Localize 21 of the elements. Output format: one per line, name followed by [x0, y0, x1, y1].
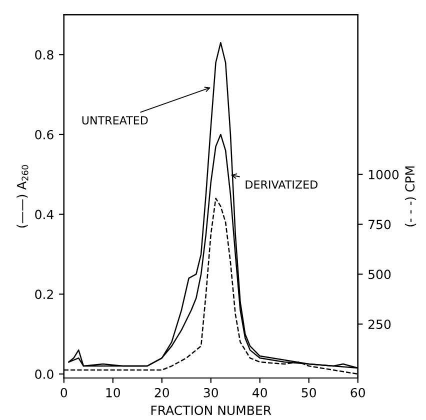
x-tick-label: 10	[106, 388, 120, 398]
annotation: UNTREATED	[82, 116, 148, 125]
y2-tick-label: 500	[368, 270, 391, 280]
y-tick-label: 0.8	[35, 50, 54, 60]
x-tick-label: 60	[350, 388, 365, 398]
x-tick-label: 30	[204, 388, 218, 398]
x-tick-label: 0	[60, 388, 68, 398]
y-tick-label: 0.6	[35, 130, 54, 140]
x-tick-label: 50	[302, 388, 316, 398]
y-tick-label: 0.4	[35, 210, 54, 220]
y-tick-label: 0.2	[35, 290, 53, 300]
x-axis-title: FRACTION NUMBER	[151, 406, 272, 416]
x-tick-label: 40	[252, 388, 267, 398]
y-axis-title: (——) A$_{260}$	[16, 165, 28, 228]
y2-tick-label: 750	[368, 220, 391, 230]
y2-tick-label: 1000	[368, 170, 399, 180]
y2-tick-label: 250	[368, 320, 391, 330]
y-tick-label: 0.0	[35, 369, 54, 379]
y2-axis-title: (- - -) CPM	[404, 166, 416, 226]
x-tick-label: 20	[154, 388, 170, 398]
annotation: DERIVATIZED	[246, 180, 318, 189]
